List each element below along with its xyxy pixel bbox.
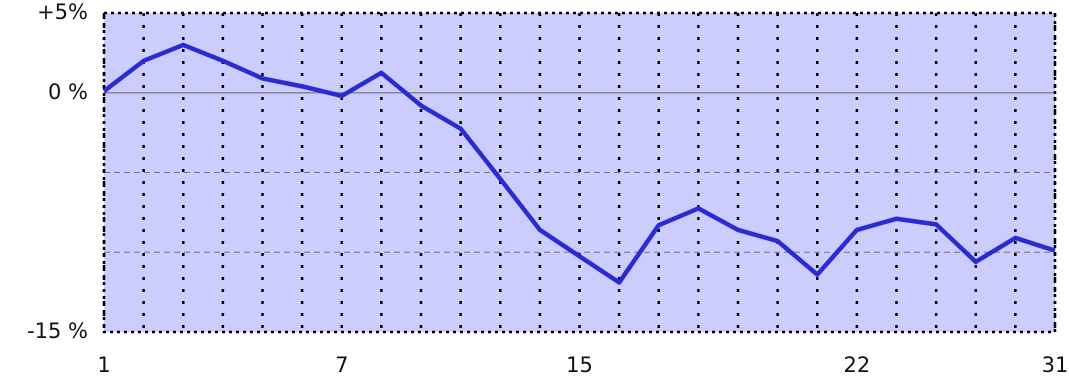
x-tick-label: 22 xyxy=(844,353,871,376)
x-tick-label: 7 xyxy=(335,353,348,376)
x-tick-label: 1 xyxy=(97,353,110,376)
plot-border xyxy=(102,11,1057,334)
x-tick-label: 15 xyxy=(566,353,593,376)
y-tick-label: -15 % xyxy=(27,319,88,343)
data-line xyxy=(102,42,1056,285)
y-tick-label: +5% xyxy=(37,0,88,24)
x-tick-label: 31 xyxy=(1042,353,1069,376)
y-tick-label: 0 % xyxy=(48,80,88,104)
